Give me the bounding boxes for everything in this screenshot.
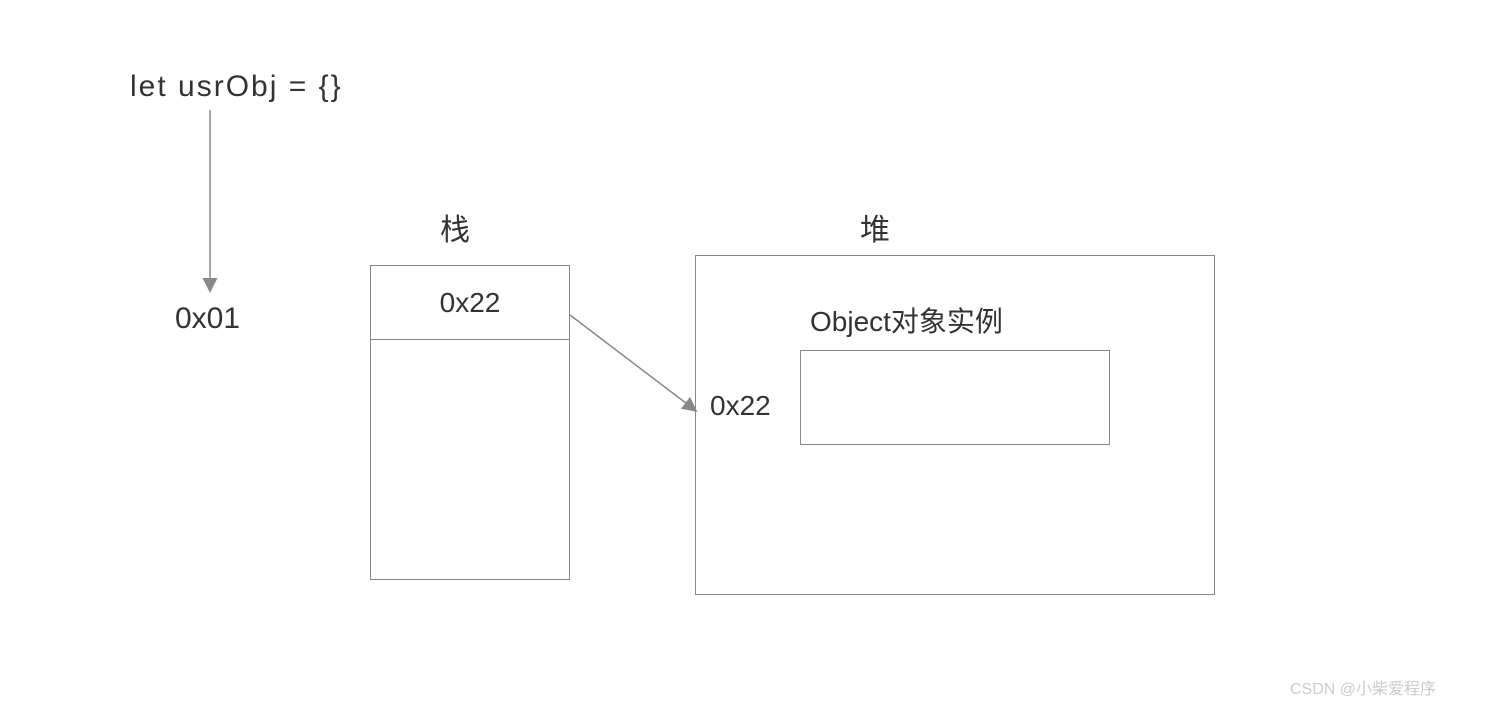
heap-object-title: Object对象实例 [810,300,1003,340]
watermark-text: CSDN @小柴爱程序 [1290,675,1436,699]
stack-cell-0: 0x22 [370,265,570,340]
heap-label: 堆 [860,205,890,249]
heap-object-address: 0x22 [710,390,771,422]
heap-object-instance [800,350,1110,445]
stack-label: 栈 [440,205,470,249]
variable-address: 0x01 [175,302,240,336]
stack-cell-value: 0x22 [440,287,501,319]
code-declaration: let usrObj = {} [130,70,343,104]
memory-diagram: let usrObj = {} 0x01 栈 0x22 堆 Object对象实例… [0,0,1487,706]
